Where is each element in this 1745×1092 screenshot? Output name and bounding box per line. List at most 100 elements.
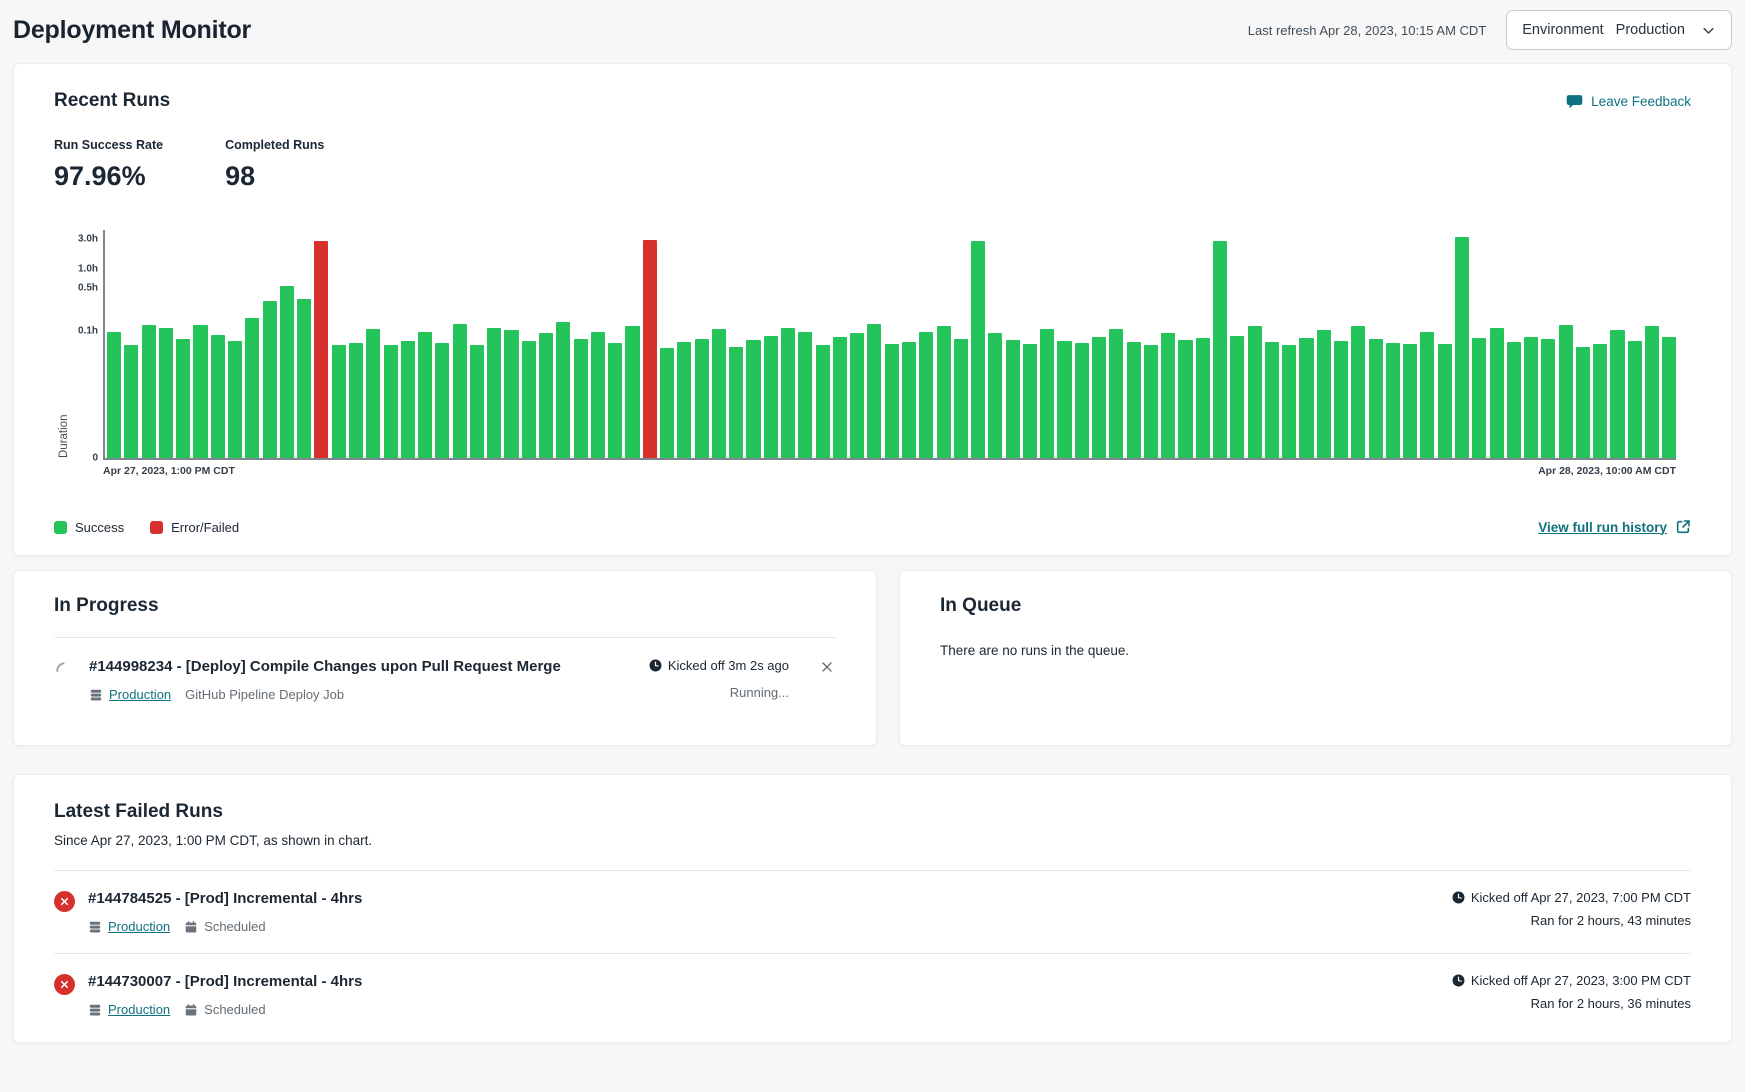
run-title: #144784525 - [Prod] Incremental - 4hrs (88, 890, 362, 907)
database-icon (88, 920, 102, 934)
chart-bar-success (1576, 347, 1590, 458)
in-progress-card: In Progress #144998234 - [Deploy] Compil… (13, 570, 877, 746)
failed-run-row: #144730007 - [Prod] Incremental - 4hrs P… (54, 953, 1691, 1036)
in-progress-title: In Progress (54, 595, 836, 617)
chart-bar-success (435, 343, 449, 458)
production-link[interactable]: Production (108, 1002, 170, 1017)
chart-bar-success (591, 332, 605, 458)
clock-icon (1452, 891, 1465, 904)
chart-bar-success (1386, 343, 1400, 458)
chart-bar-success (1282, 345, 1296, 458)
chart-bar-success (1144, 345, 1158, 458)
metrics-row: Run Success Rate 97.96% Completed Runs 9… (54, 138, 1691, 192)
chart-bar-success (1507, 342, 1521, 458)
view-full-run-history-link[interactable]: View full run history (1538, 519, 1691, 535)
chart-bar-success (332, 345, 346, 458)
chart-bar-success (1092, 337, 1106, 458)
chart-bar-success (971, 241, 985, 458)
chart-bar-success (176, 339, 190, 458)
chart-legend: SuccessError/Failed (54, 520, 239, 535)
metric-run-success-rate: Run Success Rate 97.96% (54, 138, 163, 192)
failed-runs-list: #144784525 - [Prod] Incremental - 4hrs P… (54, 870, 1691, 1036)
production-link[interactable]: Production (109, 687, 171, 702)
chart-bar-success (677, 342, 691, 458)
in-queue-card: In Queue There are no runs in the queue. (899, 570, 1732, 746)
recent-runs-title: Recent Runs (54, 90, 170, 112)
chart-bar-error (314, 241, 328, 458)
calendar-icon (184, 1003, 198, 1017)
y-axis-tick-label: 0 (92, 453, 98, 464)
chart-bar-success (453, 324, 467, 458)
run-title: #144998234 - [Deploy] Compile Changes up… (89, 658, 561, 675)
chart-bar-success (1075, 343, 1089, 458)
chart-bar-success (902, 342, 916, 458)
chart-bar-success (988, 333, 1002, 458)
leave-feedback-link[interactable]: Leave Feedback (1566, 93, 1691, 110)
chart-bar-success (1490, 328, 1504, 458)
chart-bar-success (660, 348, 674, 458)
kicked-off-text: Kicked off Apr 27, 2023, 7:00 PM CDT (1471, 890, 1691, 905)
database-icon (88, 1003, 102, 1017)
legend-swatch (150, 521, 163, 534)
chart-bar-success (712, 329, 726, 458)
leave-feedback-label: Leave Feedback (1591, 94, 1691, 109)
chart-bar-success (1265, 342, 1279, 458)
status-cards-row: In Progress #144998234 - [Deploy] Compil… (13, 570, 1732, 746)
chart-bar-success (297, 299, 311, 458)
chart-bar-success (211, 335, 225, 458)
chart-bar-success (504, 330, 518, 458)
metric-completed-runs: Completed Runs 98 (225, 138, 324, 192)
page-header: Deployment Monitor Last refresh Apr 28, … (0, 0, 1745, 63)
chart-bar-success (280, 286, 294, 458)
chart-bar-success (1023, 344, 1037, 458)
y-axis-tick-label: 1.0h (78, 264, 98, 275)
chart-bar-success (107, 332, 121, 458)
chart-bar-success (142, 325, 156, 458)
chart-bar-success (1057, 341, 1071, 458)
kicked-off-text: Kicked off Apr 27, 2023, 3:00 PM CDT (1471, 973, 1691, 988)
external-link-icon (1675, 519, 1691, 535)
latest-failed-runs-title: Latest Failed Runs (54, 801, 1691, 823)
cancel-run-button[interactable] (818, 658, 836, 676)
chart-bar-success (418, 332, 432, 458)
chart-bar-success (1438, 344, 1452, 458)
chart-bar-success (556, 322, 570, 458)
chart-bar-success (574, 339, 588, 458)
close-icon (820, 660, 834, 674)
chart-bar-success (1161, 333, 1175, 458)
clock-icon (1452, 974, 1465, 987)
chart-bar-success (1109, 329, 1123, 458)
production-link[interactable]: Production (108, 919, 170, 934)
legend-item: Error/Failed (150, 520, 239, 535)
environment-dropdown-label: Environment (1522, 22, 1603, 38)
chart-bar-success (798, 332, 812, 458)
environment-dropdown[interactable]: Environment Production (1506, 10, 1732, 50)
chart-bar-success (867, 324, 881, 458)
speech-bubble-icon (1566, 93, 1583, 110)
chart-bar-success (366, 329, 380, 458)
chart-bar-success (470, 345, 484, 458)
y-axis-tick-label: 3.0h (78, 234, 98, 245)
chart-bar-success (1248, 326, 1262, 458)
error-icon (54, 891, 75, 912)
chart-bar-error (643, 240, 657, 458)
chart-bar-success (1645, 326, 1659, 458)
legend-swatch (54, 521, 67, 534)
run-status: Running... (649, 685, 789, 700)
chart-bar-success (919, 332, 933, 458)
in-progress-run-row: #144998234 - [Deploy] Compile Changes up… (54, 638, 836, 702)
queue-empty-message: There are no runs in the queue. (940, 643, 1691, 658)
ran-for-text: Ran for 2 hours, 36 minutes (1452, 996, 1691, 1011)
x-axis-start-label: Apr 27, 2023, 1:00 PM CDT (103, 465, 235, 477)
chart-bar-success (193, 325, 207, 458)
view-full-run-history-label: View full run history (1538, 520, 1667, 535)
chart-bar-success (1178, 340, 1192, 458)
failed-run-row: #144784525 - [Prod] Incremental - 4hrs P… (54, 870, 1691, 953)
schedule-label: Scheduled (204, 919, 265, 934)
chart-bar-success (1403, 344, 1417, 458)
chart-bar-success (1299, 338, 1313, 458)
chart-bar-success (1040, 329, 1054, 458)
chart-bar-success (608, 343, 622, 458)
job-name: GitHub Pipeline Deploy Job (185, 687, 344, 702)
run-duration-chart: Duration 3.0h1.0h0.5h0.1h0 Apr 27, 2023,… (54, 230, 1691, 535)
